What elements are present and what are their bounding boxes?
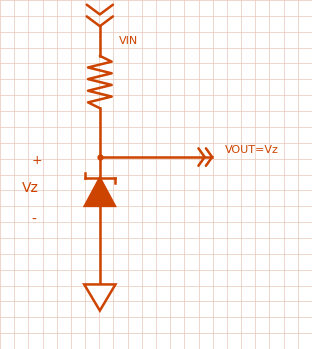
Polygon shape [84, 284, 115, 311]
Text: VOUT=Vz: VOUT=Vz [225, 144, 279, 155]
Text: +: + [31, 154, 42, 167]
Text: Vz: Vz [22, 181, 39, 195]
Text: -: - [31, 212, 36, 227]
Polygon shape [85, 178, 115, 206]
Text: VIN: VIN [119, 36, 138, 46]
